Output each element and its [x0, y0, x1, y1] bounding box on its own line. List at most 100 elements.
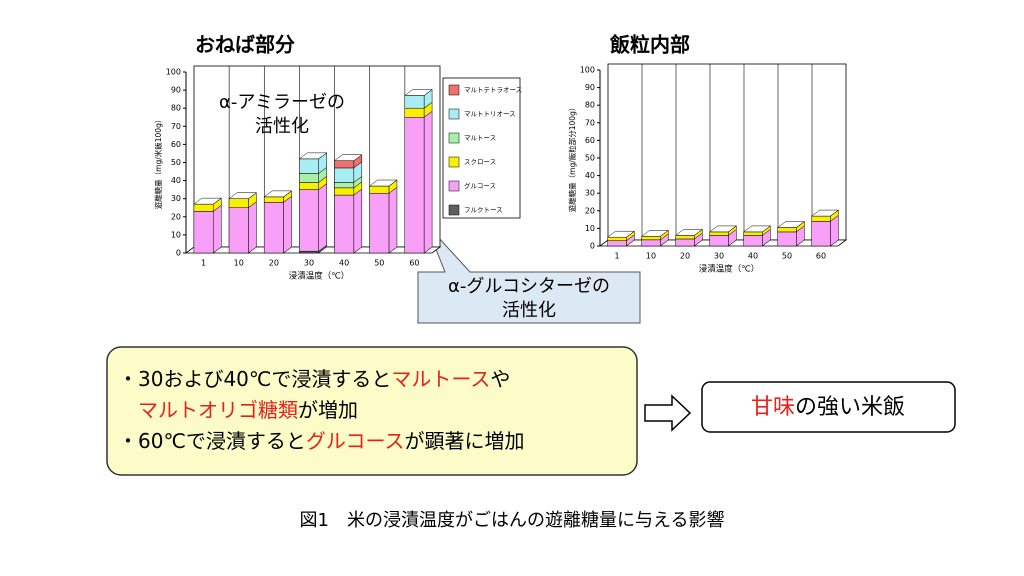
bar-side	[353, 188, 363, 254]
result-box	[701, 381, 956, 433]
x-tick-label: 50	[374, 259, 384, 268]
bar-segment	[675, 235, 695, 240]
bar-segment	[709, 235, 729, 247]
summary-segment: マルトオリゴ糖類	[138, 398, 298, 422]
y-tick-label: 50	[171, 158, 181, 167]
bar-top	[333, 154, 363, 161]
bar-segment	[299, 189, 319, 252]
bar-segment	[675, 238, 695, 247]
bar-segment	[641, 236, 661, 241]
bar-segment	[811, 215, 831, 222]
y-tick-label: 70	[171, 122, 181, 131]
bar-segment	[404, 107, 425, 118]
x-tick-label: 10	[646, 252, 656, 261]
legend-label: グルコース	[464, 181, 496, 190]
callout-text: 活性化	[502, 300, 556, 321]
y-tick-label: 90	[585, 83, 595, 92]
bar-top	[640, 230, 670, 237]
bar-top	[263, 190, 293, 198]
summary-line: マルトオリゴ糖類が増加	[138, 398, 358, 422]
chart-title: 飯粒内部	[609, 33, 690, 57]
bar-segment	[228, 198, 249, 208]
bar-segment	[334, 167, 355, 183]
x-tick-label: 1	[201, 259, 206, 268]
bar-segment	[607, 240, 627, 247]
bar-segment	[334, 160, 355, 169]
bar-segment	[263, 196, 284, 203]
x-tick-label: 60	[816, 252, 826, 261]
summary-segment: ・60℃で浸漬すると	[118, 429, 306, 453]
bar-segment	[299, 182, 319, 190]
bar-side	[423, 110, 433, 254]
bar-segment	[334, 187, 355, 196]
bar-segment	[641, 239, 661, 247]
legend-swatch	[448, 84, 460, 96]
y-tick-label: 0	[176, 249, 181, 258]
y-axis-label: 遊離糖量（mg/米飯100g）	[153, 116, 163, 210]
summary-segment: ・30および40℃で浸漬すると	[118, 367, 391, 391]
summary-box	[106, 346, 638, 476]
bar-segment	[263, 202, 284, 254]
x-tick-label: 40	[339, 259, 349, 268]
y-tick-label: 60	[171, 140, 181, 149]
bar-side	[318, 183, 327, 252]
summary-segment: が増加	[298, 398, 358, 422]
legend-swatch	[448, 204, 460, 216]
x-tick-label: 40	[748, 252, 758, 261]
x-tick-label: 30	[304, 259, 314, 268]
bar-segment	[607, 236, 627, 241]
bar-top	[708, 225, 738, 233]
y-tick-label: 70	[585, 118, 595, 127]
chart-title: おねば部分	[195, 33, 295, 57]
bar-top	[228, 192, 258, 199]
callout-box	[417, 223, 641, 324]
bar-top	[742, 225, 772, 233]
bar-segment	[369, 185, 390, 194]
legend-swatch	[448, 156, 460, 168]
y-tick-label: 80	[585, 101, 595, 110]
y-tick-label: 50	[585, 154, 595, 163]
y-tick-label: 40	[171, 176, 181, 185]
y-tick-label: 20	[585, 206, 595, 215]
bar-side	[248, 201, 257, 254]
bar-segment	[709, 231, 729, 236]
bar-segment	[193, 203, 214, 212]
x-tick-label: 30	[714, 252, 724, 261]
bar-segment	[334, 182, 355, 189]
y-tick-label: 80	[171, 104, 181, 113]
summary-segment: マルトース	[391, 367, 490, 391]
bar-top	[368, 179, 398, 187]
y-tick-label: 10	[171, 230, 181, 239]
legend-label: マルトテトラオース	[464, 86, 522, 94]
y-axis-label: 遊離糖量（mg/飯粒部分100g）	[567, 104, 577, 213]
summary-segment: や	[490, 367, 510, 391]
legend-box	[442, 77, 521, 219]
bar-segment	[404, 117, 425, 254]
y-tick-label: 10	[585, 224, 595, 233]
arrow	[644, 394, 692, 432]
legend-label: マルトトリオース	[464, 110, 516, 118]
bar-segment	[777, 227, 797, 233]
legend-label: マルトース	[464, 134, 496, 142]
bar-segment	[193, 211, 214, 254]
legend-label: フルクトース	[464, 206, 503, 214]
bar-top	[193, 197, 222, 205]
legend-swatch	[448, 132, 460, 144]
x-axis-label: 浸漬温度（℃）	[699, 264, 760, 275]
bar-segment	[228, 207, 249, 254]
summary-segment: が顕著に増加	[405, 429, 525, 453]
y-tick-label: 60	[585, 136, 595, 145]
result-segment: 甘味	[751, 395, 795, 420]
x-tick-label: 10	[234, 259, 244, 268]
x-tick-label: 20	[269, 259, 279, 268]
bar-side	[212, 204, 222, 254]
summary-line: ・60℃で浸漬するとグルコースが顕著に増加	[118, 429, 525, 453]
legend-label: スクロース	[464, 158, 496, 166]
y-tick-label: 0	[590, 242, 595, 251]
bar-top	[606, 230, 636, 238]
x-axis-label: 浸漬温度（℃）	[289, 271, 350, 282]
callout-text: 活性化	[255, 116, 309, 137]
bar-side	[388, 186, 398, 254]
bar-segment	[299, 250, 319, 254]
